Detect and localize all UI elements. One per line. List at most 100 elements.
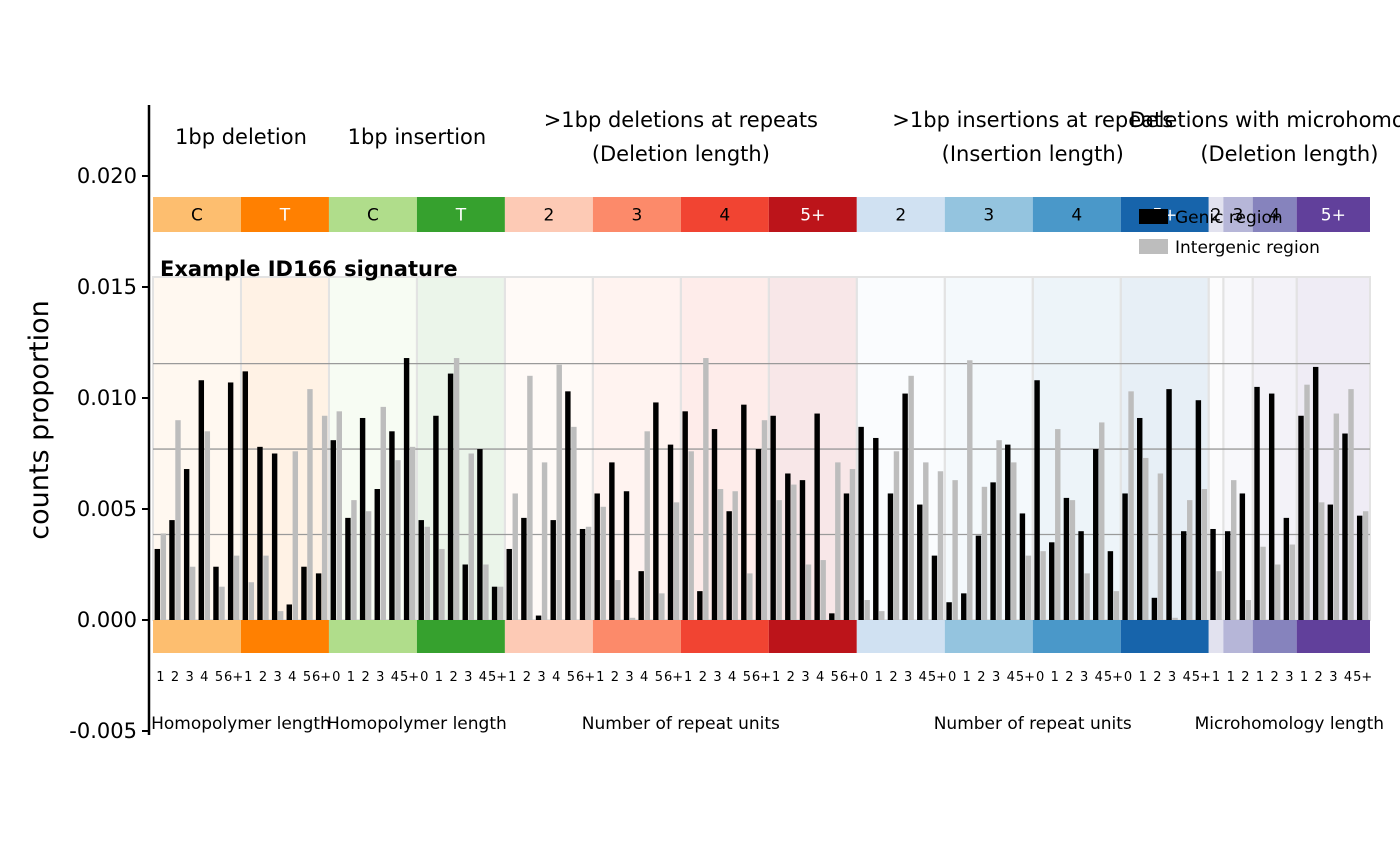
x-tick-label: 3 bbox=[1080, 670, 1088, 685]
genic-bar bbox=[1356, 515, 1363, 620]
intergenic-bar bbox=[703, 358, 709, 620]
genic-bar bbox=[1224, 531, 1231, 620]
genic-bar bbox=[814, 413, 820, 620]
x-tick-label: 1 bbox=[772, 670, 780, 685]
intergenic-bar bbox=[248, 582, 255, 620]
intergenic-bar bbox=[967, 360, 973, 620]
intergenic-bar bbox=[776, 500, 782, 620]
x-tick-label: 1 bbox=[1300, 670, 1308, 685]
x-tick-label: 6+ bbox=[664, 670, 683, 685]
top-strip bbox=[416, 197, 505, 232]
genic-bar bbox=[227, 382, 234, 620]
top-strip bbox=[856, 197, 945, 232]
x-tick-label: 0 bbox=[420, 670, 428, 685]
genic-bar bbox=[345, 517, 351, 620]
x-tick-label: 5+ bbox=[400, 670, 419, 685]
bottom-strip bbox=[1208, 620, 1224, 653]
intergenic-bar bbox=[204, 431, 211, 620]
x-axis-label: Microhomology length bbox=[1195, 714, 1384, 734]
legend-swatch bbox=[1139, 239, 1168, 254]
x-tick-label: 4 bbox=[728, 670, 736, 685]
intergenic-bar bbox=[1289, 544, 1296, 620]
x-tick-label: 1 bbox=[1139, 670, 1147, 685]
bottom-strip bbox=[240, 620, 329, 653]
intergenic-bar bbox=[512, 493, 518, 620]
top-strip bbox=[1296, 197, 1370, 232]
x-tick-label: 4 bbox=[919, 670, 927, 685]
intergenic-bar bbox=[292, 451, 299, 620]
genic-bar bbox=[550, 520, 556, 620]
intergenic-bar bbox=[277, 611, 284, 620]
genic-bar bbox=[213, 566, 219, 620]
genic-bar bbox=[726, 511, 732, 620]
genic-bar bbox=[1122, 493, 1128, 620]
x-tick-label: 5+ bbox=[1192, 670, 1211, 685]
x-tick-label: 4 bbox=[552, 670, 560, 685]
intergenic-bar bbox=[923, 462, 929, 620]
intergenic-bar bbox=[556, 364, 562, 620]
genic-bar bbox=[682, 411, 688, 620]
top-strip bbox=[592, 197, 681, 232]
intergenic-bar bbox=[1187, 500, 1193, 620]
genic-bar bbox=[638, 571, 644, 620]
x-tick-label: 6+ bbox=[752, 670, 771, 685]
intergenic-bar bbox=[747, 573, 753, 620]
genic-bar bbox=[799, 480, 806, 620]
bottom-strip bbox=[944, 620, 1033, 653]
bottom-strip bbox=[1032, 620, 1121, 653]
genic-bar bbox=[418, 520, 424, 620]
x-tick-label: 2 bbox=[171, 670, 179, 685]
strip-label: 4 bbox=[1269, 206, 1280, 226]
genic-bar bbox=[829, 613, 835, 620]
group-title: Deletions with microhomology bbox=[1130, 108, 1400, 132]
intergenic-bar bbox=[219, 586, 225, 620]
genic-bar bbox=[697, 591, 703, 620]
y-tick-label: 0.000 bbox=[77, 608, 137, 632]
intergenic-bar bbox=[1055, 429, 1061, 620]
x-tick-label: 6+ bbox=[312, 670, 331, 685]
intergenic-bar bbox=[791, 484, 797, 620]
intergenic-bar bbox=[160, 533, 167, 620]
x-tick-label: 6+ bbox=[224, 670, 243, 685]
intergenic-bar bbox=[571, 426, 577, 620]
bottom-strip bbox=[416, 620, 505, 653]
x-tick-label: 2 bbox=[1153, 670, 1161, 685]
genic-bar bbox=[1210, 528, 1216, 620]
genic-bar bbox=[403, 358, 410, 620]
genic-bar bbox=[990, 482, 996, 620]
group-subtitle: (Deletion length) bbox=[592, 142, 770, 166]
y-tick-label: 0.005 bbox=[77, 497, 137, 521]
genic-bar bbox=[374, 489, 380, 620]
x-tick-label: 2 bbox=[361, 670, 369, 685]
genic-bar bbox=[301, 566, 307, 620]
intergenic-bar bbox=[1260, 546, 1266, 620]
intergenic-bar bbox=[908, 375, 914, 620]
genic-bar bbox=[565, 391, 571, 620]
genic-bar bbox=[653, 402, 659, 620]
x-tick-label: 5+ bbox=[1353, 670, 1372, 685]
intergenic-bar bbox=[1099, 422, 1105, 620]
x-tick-label: 4 bbox=[640, 670, 648, 685]
genic-bar bbox=[1093, 449, 1099, 620]
x-tick-label: 1 bbox=[1256, 670, 1264, 685]
intergenic-bar bbox=[336, 411, 343, 620]
strip-label: C bbox=[367, 206, 379, 226]
x-tick-label: 0 bbox=[860, 670, 868, 685]
x-tick-label: 2 bbox=[1315, 670, 1323, 685]
intergenic-bar bbox=[263, 555, 269, 620]
intergenic-bar bbox=[189, 566, 196, 620]
intergenic-bar bbox=[761, 420, 768, 620]
y-axis-label: counts proportion bbox=[24, 300, 55, 539]
top-strip bbox=[153, 197, 241, 232]
x-tick-label: 4 bbox=[200, 670, 208, 685]
x-tick-label: 5+ bbox=[1104, 670, 1123, 685]
x-tick-label: 3 bbox=[625, 670, 633, 685]
genic-bar bbox=[975, 535, 982, 620]
genic-bar bbox=[1107, 551, 1114, 620]
x-tick-label: 2 bbox=[699, 670, 707, 685]
genic-bar bbox=[931, 555, 938, 620]
bottom-strip bbox=[328, 620, 417, 653]
intergenic-bar bbox=[996, 440, 1002, 620]
genic-bar bbox=[843, 493, 850, 620]
x-tick-label: 5 bbox=[567, 670, 575, 685]
